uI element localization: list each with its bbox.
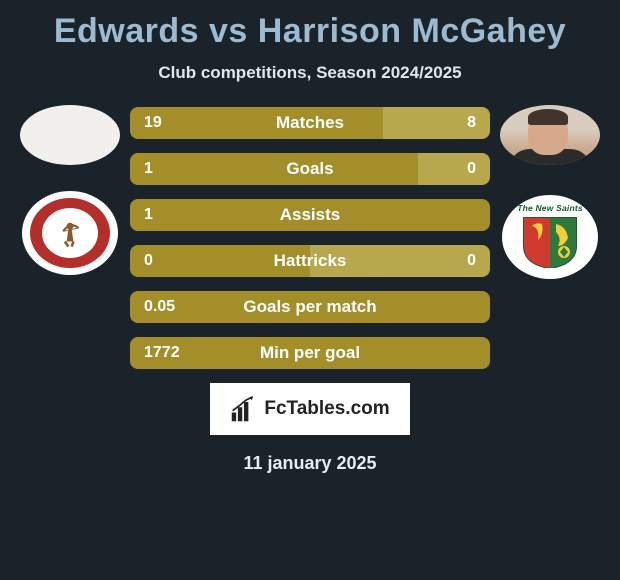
page-subtitle: Club competitions, Season 2024/2025 [10, 63, 610, 83]
stat-left-value: 1 [130, 199, 490, 231]
stat-row-matches: 19 8 Matches [130, 107, 490, 139]
player-right-club-logo: The New Saints [502, 195, 598, 279]
archer-icon [53, 216, 87, 250]
brand-name: FcTables.com [264, 398, 389, 420]
brand-box[interactable]: FcTables.com [210, 383, 410, 435]
stat-left-value: 1 [130, 153, 418, 185]
comparison-panel: 19 8 Matches 1 0 Goals 1 Assists 0 0 Hat… [10, 101, 610, 369]
stat-left-value: 0.05 [130, 291, 490, 323]
player-right-avatar [500, 105, 600, 165]
player-left-club-logo [22, 191, 118, 275]
stat-right-value: 0 [310, 245, 490, 277]
right-side: The New Saints [490, 101, 610, 279]
player-left-avatar [20, 105, 120, 165]
stat-row-hattricks: 0 0 Hattricks [130, 245, 490, 277]
page-title: Edwards vs Harrison McGahey [10, 12, 610, 51]
left-side [10, 101, 130, 275]
stat-left-value: 19 [130, 107, 383, 139]
stat-left-value: 0 [130, 245, 310, 277]
stat-row-min-per-goal: 1772 Min per goal [130, 337, 490, 369]
stat-bars: 19 8 Matches 1 0 Goals 1 Assists 0 0 Hat… [130, 101, 490, 369]
club-right-name: The New Saints [510, 203, 590, 213]
stat-row-assists: 1 Assists [130, 199, 490, 231]
stat-right-value: 8 [383, 107, 490, 139]
stat-right-value: 0 [418, 153, 490, 185]
stat-row-goals-per-match: 0.05 Goals per match [130, 291, 490, 323]
brand-logo-icon [230, 395, 258, 423]
stat-row-goals: 1 0 Goals [130, 153, 490, 185]
page-date: 11 january 2025 [10, 453, 610, 474]
stat-left-value: 1772 [130, 337, 490, 369]
tns-shield-icon [520, 216, 580, 268]
